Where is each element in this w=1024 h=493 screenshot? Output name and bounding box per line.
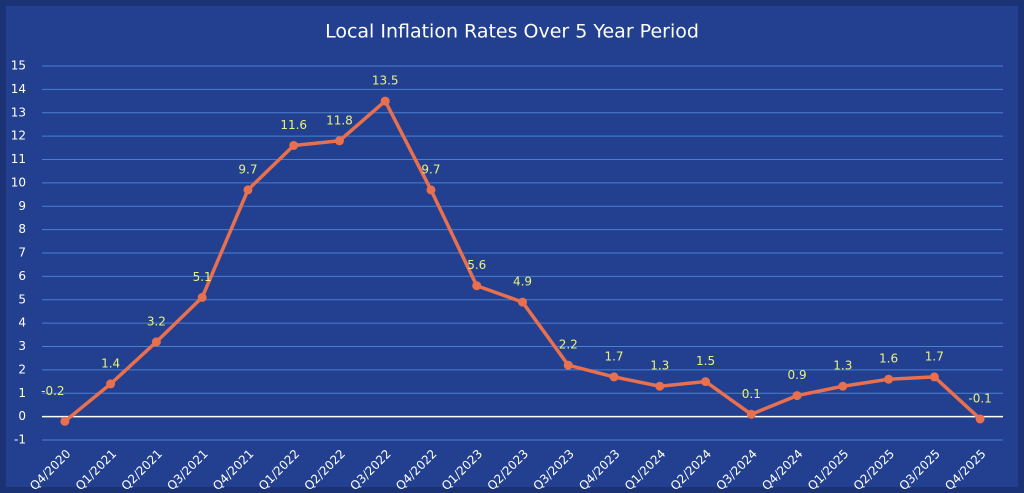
point (838, 381, 848, 391)
chart-title: Local Inflation Rates Over 5 Year Period (325, 21, 699, 43)
point (60, 416, 70, 426)
chart-background (6, 6, 1018, 487)
data-label: 1.4 (101, 356, 120, 370)
point (975, 414, 985, 424)
point (380, 96, 390, 106)
y-tick-label: 9 (18, 199, 26, 213)
point (197, 292, 207, 302)
data-label: -0.1 (968, 391, 991, 405)
y-tick-label: 5 (18, 292, 26, 306)
y-tick-label: 3 (18, 339, 26, 353)
data-label: 9.7 (238, 162, 257, 176)
data-label: 1.3 (650, 359, 669, 373)
data-label: 0.9 (788, 368, 807, 382)
point (746, 409, 756, 419)
data-label: 11.8 (326, 113, 353, 127)
data-label: 1.3 (833, 359, 852, 373)
point (518, 297, 527, 307)
data-label: 4.9 (513, 275, 532, 289)
point (289, 140, 299, 150)
point (609, 372, 619, 382)
data-label: 13.5 (372, 74, 399, 88)
data-label: -0.2 (41, 384, 64, 398)
y-tick-label: 10 (11, 175, 26, 189)
y-tick-label: 8 (18, 222, 26, 236)
y-tick-label: 7 (18, 246, 26, 260)
point (106, 379, 116, 389)
point (655, 381, 665, 391)
data-label: 9.7 (421, 162, 440, 176)
point (151, 337, 161, 347)
point (334, 136, 344, 146)
data-label: 11.6 (280, 118, 307, 132)
point (426, 185, 436, 195)
point (243, 185, 253, 195)
data-label: 5.1 (193, 270, 212, 284)
y-tick-label: 2 (18, 362, 26, 376)
y-tick-label: 14 (11, 82, 26, 96)
data-label: 1.6 (879, 352, 898, 366)
y-tick-label: 12 (11, 129, 26, 143)
point (701, 377, 711, 387)
data-label: 5.6 (467, 258, 486, 272)
y-tick-label: 6 (18, 269, 26, 283)
y-tick-label: 1 (18, 386, 26, 400)
data-label: 0.1 (742, 387, 761, 401)
point (884, 374, 894, 384)
data-label: 1.7 (925, 349, 944, 363)
y-tick-label: -1 (14, 433, 26, 447)
data-label: 1.7 (604, 349, 623, 363)
point (472, 281, 482, 291)
point (792, 391, 802, 401)
y-tick-label: 15 (11, 59, 26, 73)
y-tick-label: 0 (18, 409, 26, 423)
y-tick-label: 11 (11, 152, 26, 166)
point (563, 360, 573, 370)
data-label: 2.2 (559, 338, 578, 352)
data-label: 3.2 (147, 314, 166, 328)
y-tick-label: 13 (11, 105, 26, 119)
point (929, 372, 939, 382)
y-tick-label: 4 (18, 316, 26, 330)
data-label: 1.5 (696, 354, 715, 368)
